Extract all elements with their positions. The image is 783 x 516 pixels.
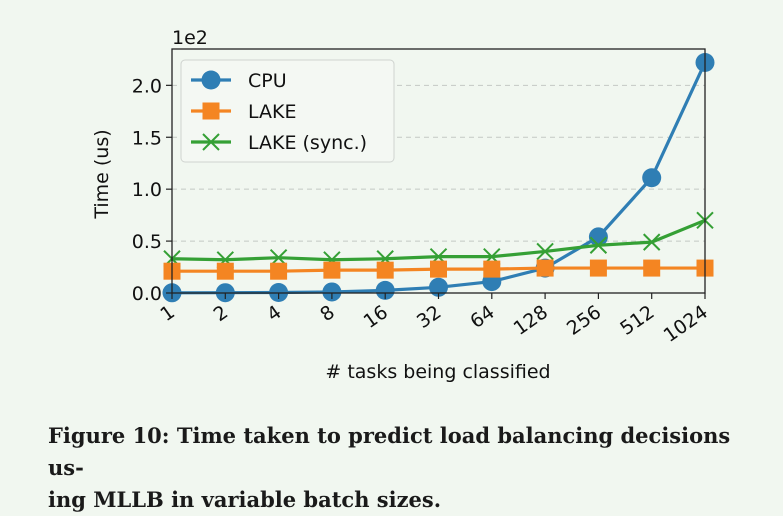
x-tick-label: 256 xyxy=(563,301,605,340)
data-point xyxy=(429,277,448,297)
data-point xyxy=(201,70,221,90)
data-point xyxy=(270,262,288,280)
data-point xyxy=(642,168,662,188)
data-point xyxy=(536,242,554,261)
figure-caption: Figure 10: Time taken to predict load ba… xyxy=(48,420,748,516)
x-tick-label: 8 xyxy=(316,301,339,326)
x-axis-label: # tasks being classified xyxy=(325,361,550,383)
data-point xyxy=(376,261,394,279)
data-point xyxy=(323,261,341,279)
x-tick-label: 128 xyxy=(510,301,552,340)
y-scale-label: 1e2 xyxy=(172,27,208,49)
data-point xyxy=(430,260,447,278)
legend-label: LAKE xyxy=(248,101,296,123)
legend-label: LAKE (sync.) xyxy=(248,132,367,154)
data-point xyxy=(483,260,501,278)
y-tick-label: 1.0 xyxy=(132,179,162,201)
x-tick-label: 512 xyxy=(616,301,658,340)
series-lake xyxy=(163,259,714,280)
data-point xyxy=(216,262,234,280)
caption-line-1: Figure 10: Time taken to predict load ba… xyxy=(48,423,731,480)
x-tick-label: 4 xyxy=(263,301,286,326)
y-tick-label: 0.5 xyxy=(132,231,162,253)
series-layer xyxy=(162,52,715,303)
data-point xyxy=(322,282,342,302)
legend-label: CPU xyxy=(248,70,287,92)
series-line xyxy=(171,218,706,262)
data-point xyxy=(202,133,220,151)
legend-box xyxy=(180,59,395,163)
y-tick-label: 0.0 xyxy=(132,283,162,305)
line-chart: 0.0 0.5 1.0 1.5 2.0 1 2 4 8 16 32 64 128 256 512 1024 1… xyxy=(91,27,715,383)
y-tick-label: 1.5 xyxy=(132,127,162,149)
legend: CPU LAKE LAKE (sync.) xyxy=(180,59,395,163)
y-tick-label: 2.0 xyxy=(132,75,162,97)
x-tick-label: 32 xyxy=(413,301,445,333)
x-tick-label: 1024 xyxy=(660,301,712,347)
x-tick-label: 64 xyxy=(466,301,498,333)
data-point xyxy=(375,280,395,300)
x-tick-label: 1 xyxy=(156,301,179,326)
data-point xyxy=(642,233,661,251)
data-point xyxy=(536,259,554,277)
data-point xyxy=(589,236,608,254)
x-tick-label: 2 xyxy=(210,301,233,326)
caption-line-2: ing MLLB in variable batch sizes. xyxy=(48,487,442,512)
data-point xyxy=(589,259,607,277)
x-tick-label: 16 xyxy=(360,301,392,333)
series-cpu xyxy=(162,52,715,303)
data-point xyxy=(643,259,661,277)
series-lake-sync xyxy=(163,211,714,269)
data-point xyxy=(202,102,220,120)
y-axis-label: Time (us) xyxy=(91,129,113,219)
grid-lines xyxy=(172,84,705,242)
